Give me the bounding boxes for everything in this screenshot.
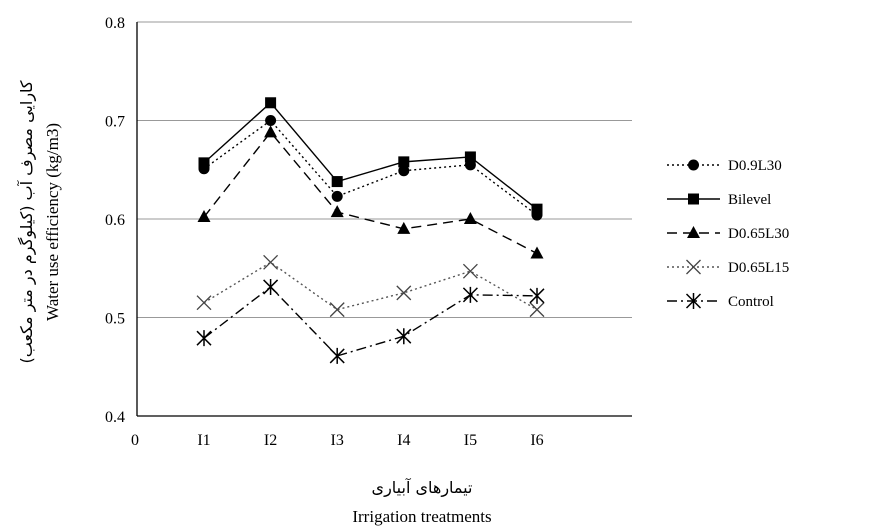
x-tick-label: I5 [464, 432, 477, 449]
data-point [198, 157, 210, 169]
y-axis-label: Water use efficiency (kg/m3) [43, 123, 62, 321]
x-tick-label: I6 [530, 432, 543, 449]
legend-marker [688, 159, 699, 171]
legend-label: D0.65L15 [728, 260, 789, 276]
x-origin-label: 0 [131, 432, 139, 449]
series-line-bilevel [203, 101, 538, 210]
series-lines [203, 101, 538, 357]
data-point [396, 328, 412, 345]
series-line-d09l30 [203, 119, 538, 216]
data-point [397, 221, 411, 234]
data-point [396, 285, 412, 301]
data-point [529, 302, 545, 318]
data-point [398, 156, 410, 168]
y-tick-labels: 0.4 0.5 0.6 0.7 0.8 [105, 15, 125, 426]
legend-label: D0.9L30 [728, 158, 782, 174]
data-point [463, 212, 477, 224]
data-point [265, 115, 277, 126]
legend-entry: D0.65L30 [667, 226, 789, 242]
legend-marker [688, 193, 699, 205]
data-point [330, 205, 344, 218]
y-axis-label-fa: کارایی مصرف آب (کیلوگرم در متر مکعب) [17, 80, 37, 363]
legend-label: D0.65L30 [728, 226, 789, 242]
data-point [263, 278, 279, 295]
legend-label: Bilevel [728, 192, 771, 208]
data-point [398, 165, 410, 177]
legend-entry: D0.9L30 [667, 158, 782, 174]
data-point [331, 176, 343, 188]
series-line-d065l30 [203, 131, 538, 255]
y-tick-label: 0.8 [105, 15, 125, 32]
grid-lines [136, 21, 632, 417]
data-point [263, 254, 279, 270]
x-tick-label: I3 [331, 432, 344, 449]
data-point [264, 125, 278, 138]
data-point [530, 246, 544, 259]
legend-entry: Bilevel [667, 192, 771, 208]
x-tick-label: I4 [397, 432, 410, 449]
x-axis-label: Irrigation treatments [352, 507, 491, 526]
series-line-d065l15 [203, 261, 538, 311]
data-point [197, 210, 211, 223]
data-point [329, 347, 345, 364]
x-axis-label-fa: تیمارهای آبیاری [372, 478, 473, 498]
data-point [265, 97, 277, 109]
x-tick-label: I2 [264, 432, 277, 449]
legend-label: Control [728, 294, 774, 310]
y-tick-label: 0.6 [105, 212, 125, 229]
x-tick-labels: I1 I2 I3 I4 I5 I6 [197, 432, 543, 449]
y-tick-label: 0.4 [105, 409, 125, 426]
legend-marker [686, 259, 701, 275]
legend-marker [687, 226, 700, 238]
y-tick-label: 0.5 [105, 311, 125, 328]
legend-entry: D0.65L15 [667, 259, 789, 276]
y-tick-label: 0.7 [105, 114, 125, 131]
legend-entry: Control [667, 293, 774, 310]
data-point [331, 190, 343, 202]
data-point [462, 263, 478, 279]
data-point [196, 330, 212, 347]
data-point [531, 203, 543, 215]
legend-marker [685, 293, 702, 309]
data-point [529, 287, 545, 304]
series-markers [196, 97, 545, 364]
legend: D0.9L30 Bilevel D0.65L30 D0.65L15 Control [667, 158, 789, 310]
x-tick-label: I1 [197, 432, 210, 449]
data-point [329, 302, 345, 318]
series-line-control [203, 286, 538, 357]
data-point [462, 286, 478, 303]
data-point [196, 295, 212, 311]
data-point [464, 151, 476, 163]
